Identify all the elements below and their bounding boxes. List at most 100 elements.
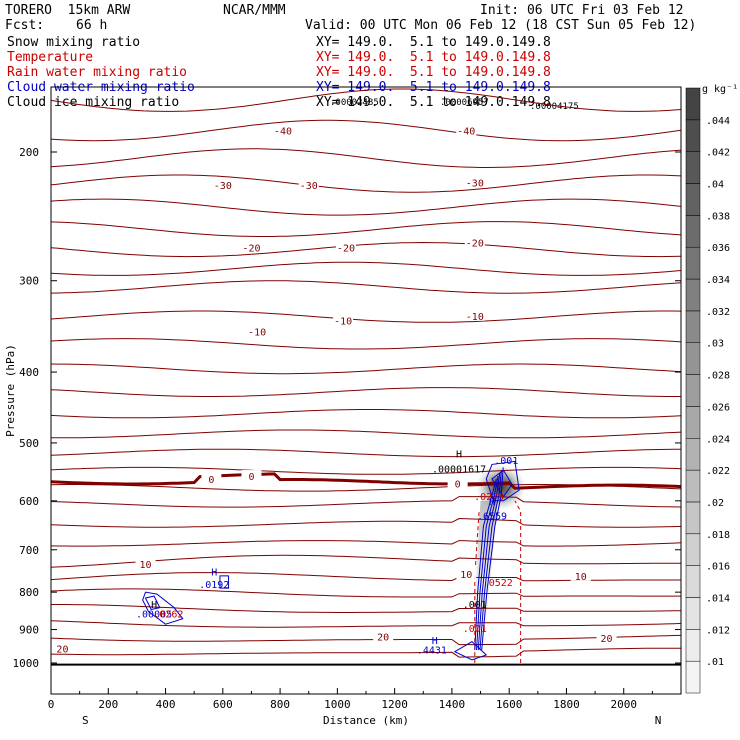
colorbar-level-label: .014 xyxy=(706,593,730,604)
extremum-label: .4431 xyxy=(417,645,447,656)
colorbar-swatch xyxy=(685,119,701,152)
temperature-label-background xyxy=(212,179,233,191)
colorbar-swatch xyxy=(685,565,701,598)
y-tick-label: 1000 xyxy=(13,657,40,670)
colorbar-level-label: .026 xyxy=(706,402,730,413)
init-time: Init: 06 UTC Fri 03 Feb 12 xyxy=(480,3,684,18)
cloud-water-contour xyxy=(485,460,520,502)
temperature-label-background xyxy=(464,236,485,248)
temperature-label-background xyxy=(464,176,485,188)
colorbar-swatch xyxy=(685,660,701,694)
extremum-label: .001 xyxy=(463,600,487,611)
field-coordinates: XY= 149.0. 5.1 to 149.0.149.8 xyxy=(316,65,551,80)
temperature-label: 20 xyxy=(56,644,68,655)
cloud-water-contour xyxy=(144,595,161,611)
x-tick-label: 1400 xyxy=(439,698,466,711)
y-tick-label: 400 xyxy=(19,366,39,379)
colorbar-level-label: .01 xyxy=(706,657,724,668)
temperature-label-background xyxy=(335,241,356,253)
organization-label: NCAR/MMM xyxy=(223,3,286,18)
temperature-contour xyxy=(50,387,681,397)
freezing-level-contour xyxy=(50,472,682,490)
colorbar-level-label: .02 xyxy=(706,498,724,509)
temperature-label-background xyxy=(570,569,591,581)
colorbar-level-label: .03 xyxy=(706,339,724,350)
colorbar-level-label: .036 xyxy=(706,243,730,254)
temperature-label: 20 xyxy=(601,634,613,645)
cloud-water-contour xyxy=(142,591,184,625)
x-tick-label: 2000 xyxy=(610,698,637,711)
y-tick-label: 200 xyxy=(19,146,39,159)
temperature-contour xyxy=(50,496,682,508)
temperature-label: -20 xyxy=(242,243,260,254)
forecast-hour: 66 h xyxy=(76,18,108,33)
extremum-label: .0279 xyxy=(474,492,504,503)
colorbar-swatch xyxy=(685,183,701,216)
temperature-contour xyxy=(50,620,682,628)
cloud-water-contour xyxy=(474,478,497,651)
colorbar-level-label: .038 xyxy=(706,211,730,222)
temperature-label-background xyxy=(333,314,354,326)
model-title: TORERO 15km ARW xyxy=(5,3,131,18)
temperature-label-background xyxy=(241,470,262,482)
snow-maximum-shading xyxy=(476,465,525,510)
x-tick-label: 1600 xyxy=(496,698,523,711)
colorbar-unit: g kg⁻¹ xyxy=(702,84,738,95)
extremum-label: .0522 xyxy=(483,578,513,589)
colorbar-swatch xyxy=(685,87,701,121)
temperature-label: 10 xyxy=(139,560,151,571)
temperature-contour xyxy=(50,554,681,568)
temperature-contour xyxy=(50,221,682,237)
y-tick-label: 500 xyxy=(19,437,39,450)
temperature-label: 0 xyxy=(208,475,214,486)
extremum-label: .0192 xyxy=(199,580,229,591)
temperature-label-background xyxy=(456,567,477,579)
x-axis-label: Distance (km) xyxy=(323,714,409,727)
temperature-label: 20 xyxy=(377,633,389,644)
temperature-label-background xyxy=(241,241,262,253)
temperature-contour xyxy=(50,588,681,598)
temperature-label: -40 xyxy=(457,127,475,138)
field-name: Cloud ice mixing ratio xyxy=(7,95,180,110)
colorbar-level-label: .016 xyxy=(706,562,730,573)
temperature-label-background xyxy=(464,309,485,321)
colorbar-swatch xyxy=(685,151,701,184)
temperature-label-background xyxy=(135,557,156,569)
cloud-water-contour xyxy=(453,641,488,661)
temperature-label: -10 xyxy=(466,312,484,323)
temperature-label: 0 xyxy=(248,472,254,483)
temperature-contour xyxy=(50,280,682,294)
temperature-contour xyxy=(50,241,682,258)
temperature-contour xyxy=(50,198,682,216)
colorbar-swatch xyxy=(685,501,701,535)
rain-water-contour xyxy=(514,500,522,663)
extremum-label: H xyxy=(456,450,462,461)
field-name: Snow mixing ratio xyxy=(7,35,141,50)
extremum-label: .00001617 xyxy=(432,465,486,476)
temperature-label-background xyxy=(456,124,477,136)
temperature-label: -40 xyxy=(274,127,292,138)
overlap-text: .00006957 xyxy=(440,98,489,108)
temperature-contour xyxy=(50,261,682,276)
cloud-water-contour xyxy=(491,469,513,498)
extremum-label: H xyxy=(432,636,438,647)
x-tick-label: 800 xyxy=(270,698,290,711)
temperature-label-background xyxy=(298,179,319,191)
field-name: Temperature xyxy=(7,50,94,65)
temperature-label: -20 xyxy=(466,239,484,250)
colorbar-level-label: .012 xyxy=(706,625,730,636)
cloud-water-contour xyxy=(476,475,499,651)
colorbar-swatch xyxy=(685,533,701,566)
forecast-label: Fcst: xyxy=(5,18,45,33)
temperature-label: -20 xyxy=(337,243,355,254)
colorbar-level-label: .044 xyxy=(706,116,730,127)
cloud-water-contour xyxy=(481,467,504,651)
extremum-label: .0262 xyxy=(153,609,183,620)
extremum-label: .00005 xyxy=(136,609,172,620)
temperature-label: -30 xyxy=(466,178,484,189)
colorbar-level-label: .032 xyxy=(706,307,730,318)
temperature-label-background xyxy=(247,325,268,337)
cloud-water-contour xyxy=(219,575,230,589)
colorbar-level-label: .028 xyxy=(706,371,730,382)
temperature-contour xyxy=(51,429,682,439)
